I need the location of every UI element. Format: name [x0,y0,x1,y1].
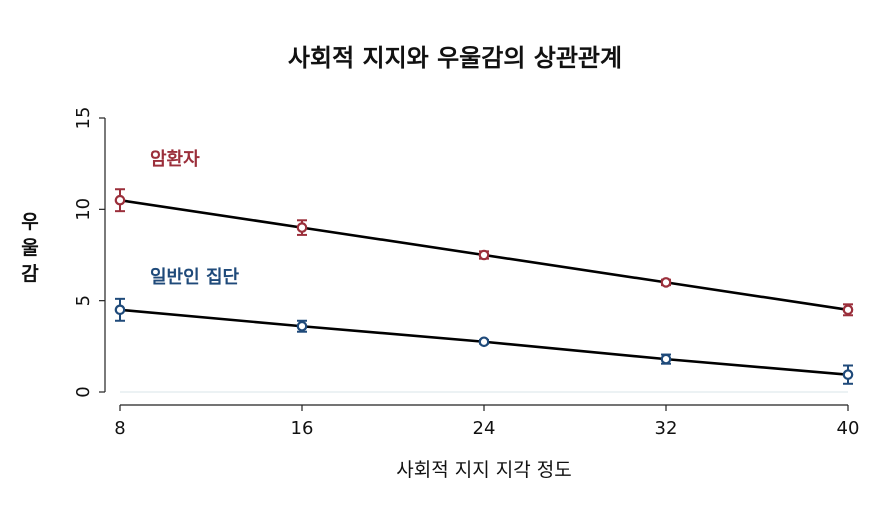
data-point [114,304,126,316]
y-tick-label: 10 [73,198,94,221]
y-tick-label: 0 [73,386,94,397]
data-point [660,277,672,288]
y-axis-label: 우울감 [21,211,39,285]
x-tick-label: 32 [655,418,678,439]
axes: 0 5 10 15 8 16 24 32 40 [73,107,859,439]
y-axis-label-char: 울 [21,237,38,259]
y-axis-label-char: 우 [21,211,38,233]
data-point [296,320,308,332]
x-tick-label: 16 [291,418,314,439]
x-axis-label: 사회적 지지 지각 정도 [396,459,571,481]
data-point [842,304,854,316]
series-1: 암환자 [114,148,854,317]
chart-title: 사회적 지지와 우울감의 상관관계 [288,44,622,72]
data-point [114,194,126,206]
y-tick-label: 15 [73,107,94,130]
x-tick-label: 8 [114,418,125,439]
data-point [296,222,308,233]
series-label: 일반인 집단 [150,267,240,288]
y-tick-label: 5 [73,295,94,306]
data-point [660,353,672,365]
x-tick-label: 40 [837,418,860,439]
data-point [478,249,490,261]
x-tick-label: 24 [473,418,496,439]
y-axis-label-char: 감 [21,263,39,285]
series-label: 암환자 [150,148,200,170]
data-point [842,369,854,380]
series-2: 일반인 집단 [114,267,854,385]
data-point [478,336,490,348]
